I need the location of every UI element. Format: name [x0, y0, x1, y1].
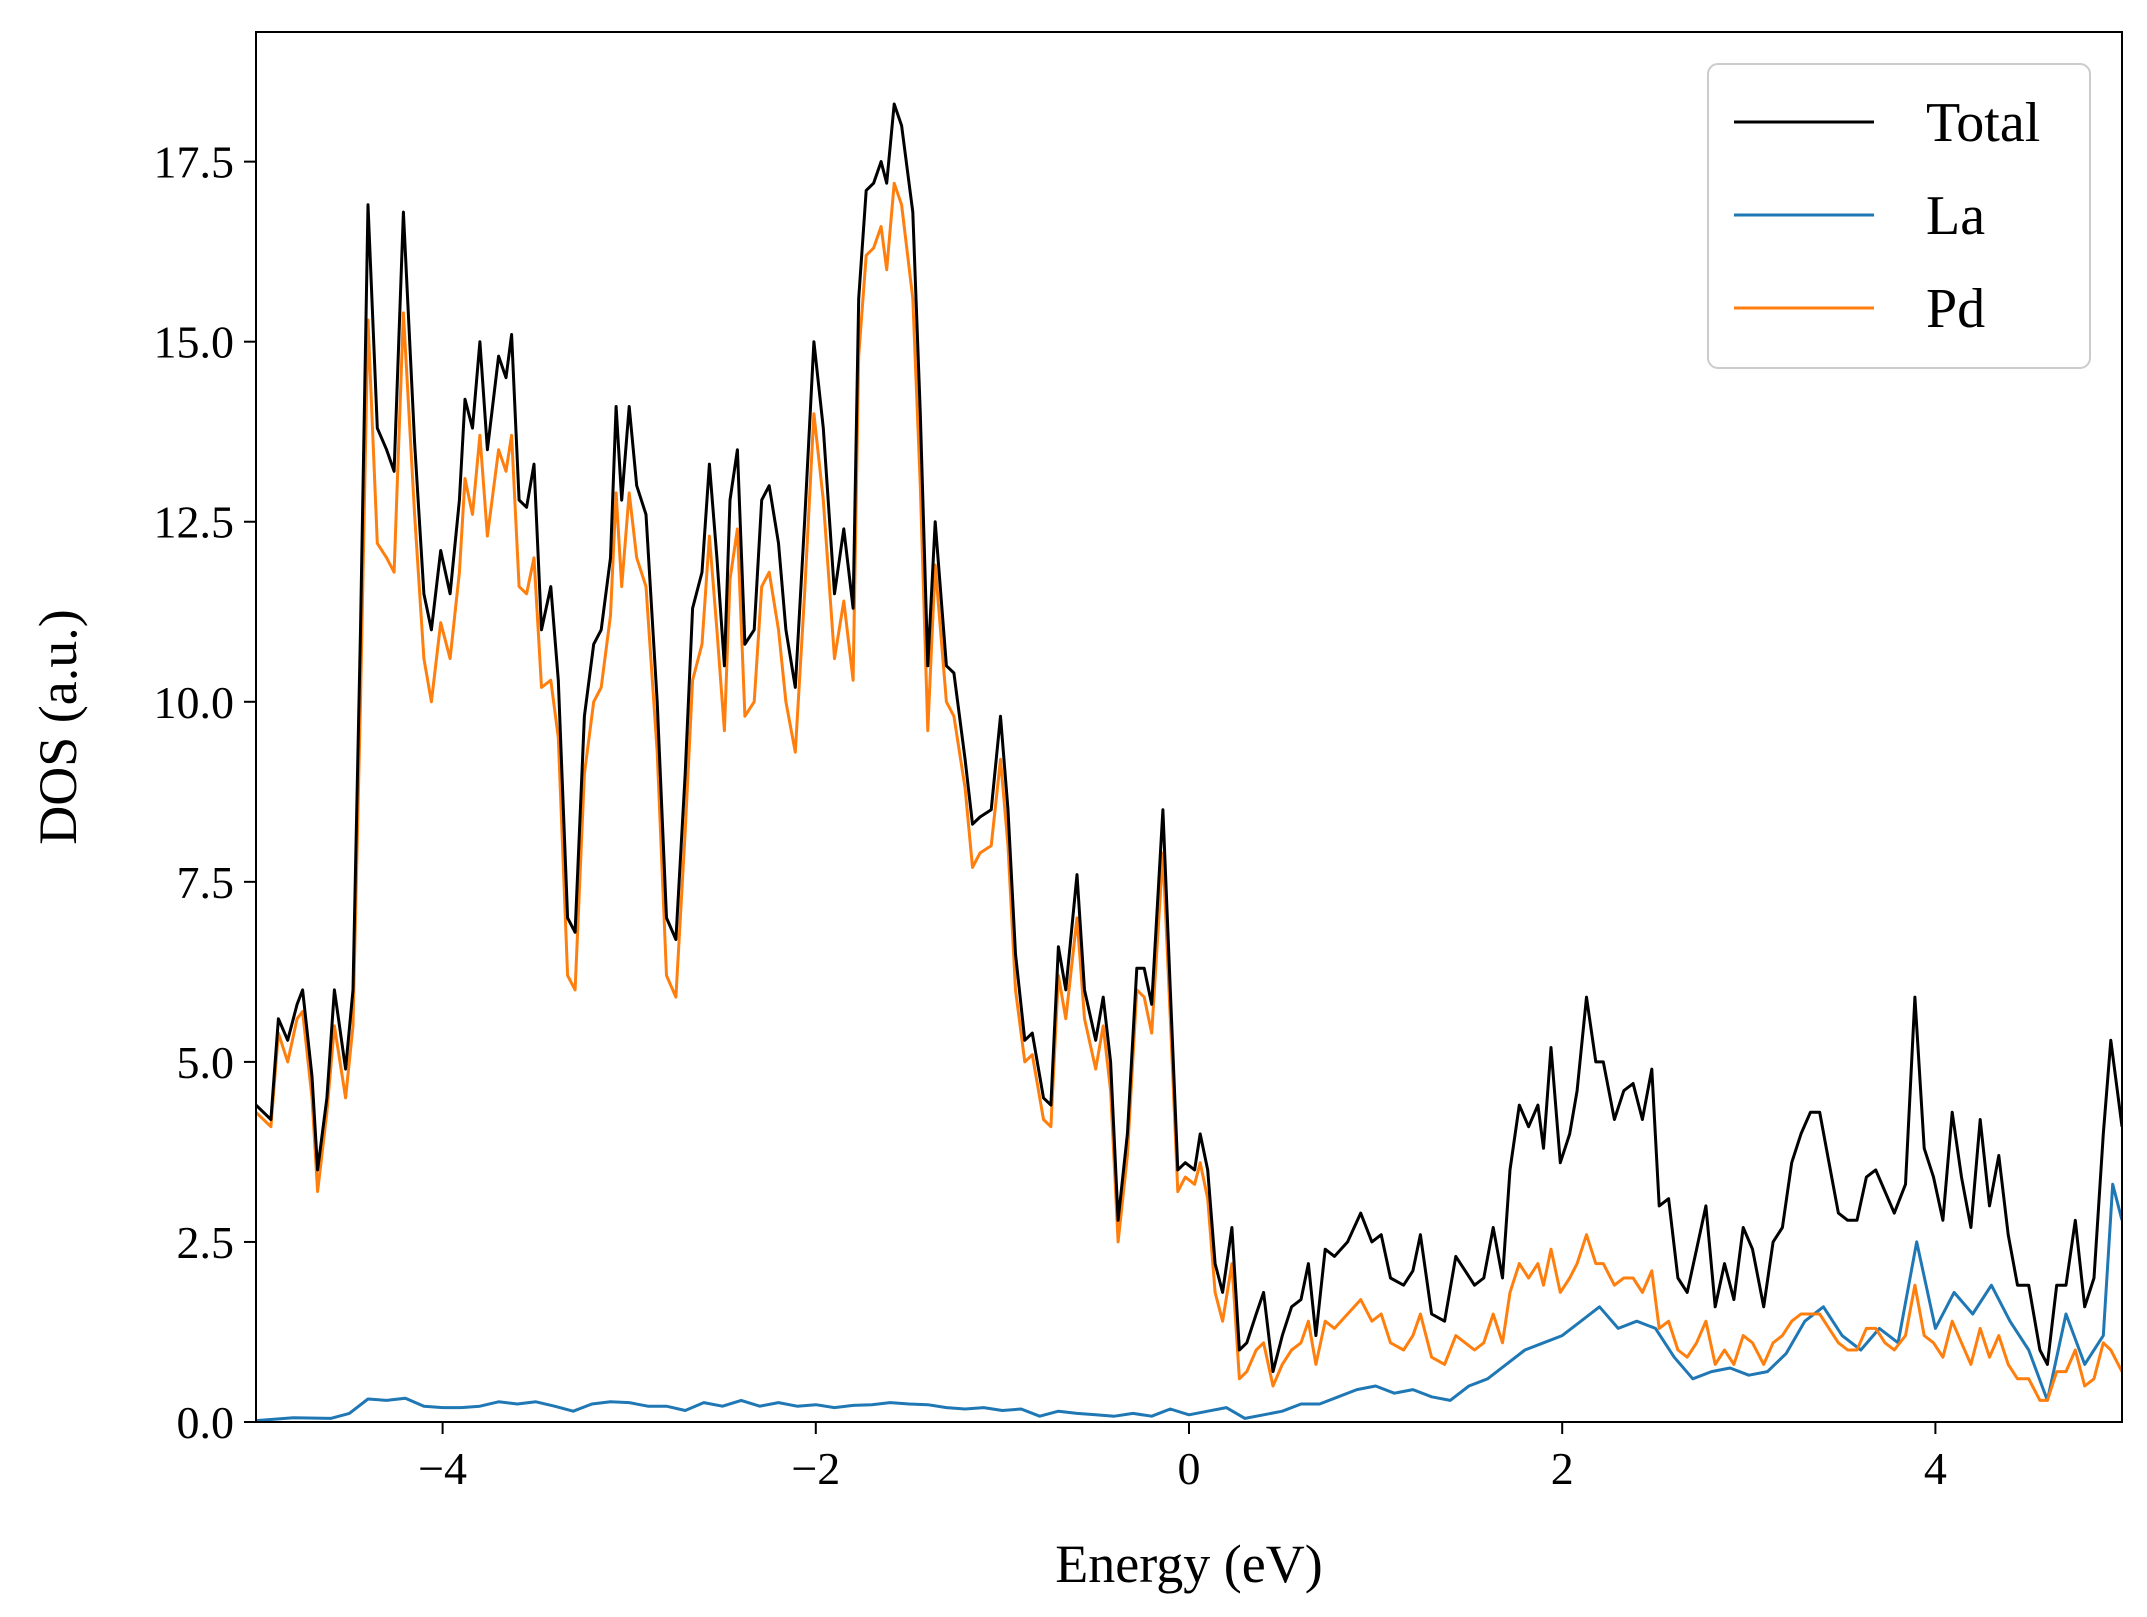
x-tick-label: −2	[791, 1443, 840, 1494]
y-axis: 0.0 2.5 5.0 7.5 10.0 12.5 15.0 17.5	[154, 137, 256, 1448]
series-line-total	[256, 102, 2122, 1374]
series-line-pd	[256, 181, 2122, 1402]
y-axis-title: DOS (a.u.)	[28, 609, 88, 844]
x-tick-label: 0	[1178, 1443, 1201, 1494]
series-layer	[256, 102, 2122, 1422]
y-tick-label: 10.0	[154, 677, 235, 728]
y-tick-label: 17.5	[154, 137, 235, 188]
y-tick-label: 2.5	[177, 1217, 235, 1268]
x-tick-label: 4	[1924, 1443, 1947, 1494]
legend-box	[1707, 63, 2091, 369]
x-axis: −4 −2 0 2 4	[418, 1422, 1947, 1494]
legend-label-pd: Pd	[1926, 278, 1985, 340]
y-tick-label: 7.5	[177, 857, 235, 908]
x-tick-label: −4	[418, 1443, 467, 1494]
series-line-la	[256, 1182, 2122, 1422]
x-tick-label: 2	[1551, 1443, 1574, 1494]
legend-label-total: Total	[1926, 92, 2040, 154]
x-axis-title: Energy (eV)	[1055, 1534, 1322, 1594]
legend: Total La Pd	[1707, 63, 2091, 369]
y-tick-label: 15.0	[154, 317, 235, 368]
legend-label-la: La	[1926, 185, 1985, 247]
y-tick-label: 12.5	[154, 497, 235, 548]
y-tick-label: 0.0	[177, 1397, 235, 1448]
y-tick-label: 5.0	[177, 1037, 235, 1088]
